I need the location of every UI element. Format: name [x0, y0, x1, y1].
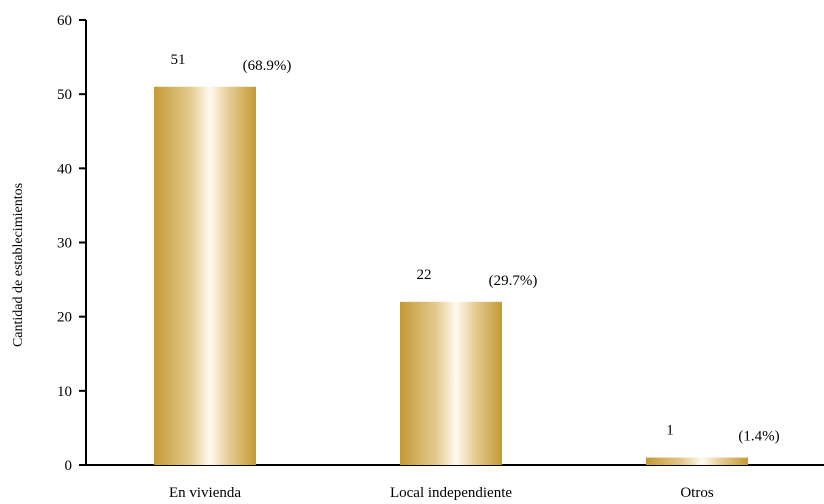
y-ticks: 0 10 20 30 40 50 60: [57, 13, 86, 474]
bars: [154, 86, 748, 465]
y-tick-label: 60: [57, 13, 72, 29]
bar: [646, 457, 748, 465]
x-category-label: Local independiente: [390, 485, 512, 501]
bar-percent-label: (29.7%): [489, 273, 538, 289]
y-axis-label: Cantidad de establecimientos: [11, 183, 26, 347]
y-tick-label: 10: [57, 384, 72, 400]
x-category-label: Otros: [680, 485, 713, 501]
bar-percent-label: (1.4%): [738, 429, 779, 445]
x-categories: En vivienda Local independiente Otros: [169, 485, 714, 501]
bar: [400, 301, 502, 465]
y-tick-label: 30: [57, 236, 72, 252]
bar-value-label: 1: [666, 423, 674, 439]
y-tick-label: 0: [65, 458, 73, 474]
bar-value-label: 22: [417, 267, 432, 283]
x-category-label: En vivienda: [169, 485, 241, 501]
bar: [154, 86, 256, 465]
bar-value-label: 51: [171, 52, 186, 68]
y-tick-label: 20: [57, 310, 72, 326]
bar-labels: 51 (68.9%) 22 (29.7%) 1 (1.4%): [171, 52, 780, 445]
y-tick-label: 40: [57, 161, 72, 177]
bar-percent-label: (68.9%): [243, 58, 292, 74]
y-tick-label: 50: [57, 87, 72, 103]
